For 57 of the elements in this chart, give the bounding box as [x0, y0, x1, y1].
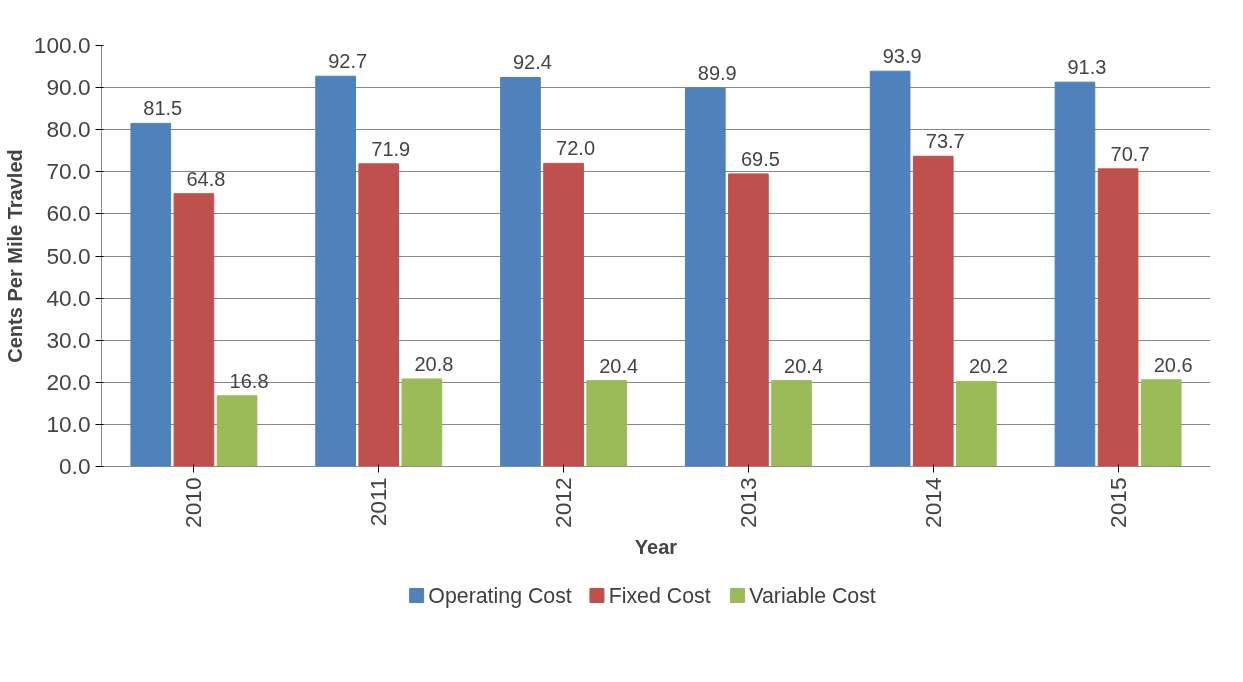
- data-label: 93.9: [882, 45, 922, 68]
- data-label: 92.7: [328, 50, 368, 73]
- x-tick-label: 2013: [734, 477, 761, 528]
- data-label: 73.7: [925, 130, 965, 153]
- data-label: 72.0: [556, 137, 596, 160]
- bar: [543, 162, 584, 467]
- bar: [684, 87, 726, 467]
- data-label: 89.9: [697, 62, 737, 85]
- y-tick-label: 90.0: [46, 74, 91, 101]
- bar: [1097, 168, 1139, 467]
- y-tick-label: 30.0: [46, 326, 91, 353]
- y-tick-label: 50.0: [46, 242, 91, 269]
- y-tick-label: 0.0: [59, 453, 91, 479]
- legend-label: Variable Cost: [749, 583, 876, 608]
- legend-label: Fixed Cost: [608, 583, 711, 608]
- bar: [401, 378, 443, 467]
- bar: [1140, 379, 1182, 467]
- bar: [771, 380, 812, 467]
- data-label: 71.9: [371, 137, 411, 160]
- y-tick-label: 10.0: [46, 410, 91, 437]
- bar: [173, 193, 215, 467]
- data-label: 20.8: [414, 352, 454, 375]
- y-axis-title: Cents Per Mile Travled: [3, 149, 26, 363]
- bar: [912, 155, 954, 467]
- bar: [500, 77, 541, 467]
- data-label: 20.6: [1153, 353, 1193, 376]
- x-tick-label: 2012: [550, 477, 577, 528]
- y-tick-label: 70.0: [46, 158, 91, 185]
- y-tick-label: 100.0: [33, 32, 91, 58]
- x-tick-label: 2015: [1104, 477, 1131, 528]
- x-tick-label: 2014: [919, 477, 946, 528]
- bar: [728, 173, 769, 467]
- x-tick-label: 2011: [365, 477, 392, 527]
- bar: [1054, 81, 1096, 467]
- y-tick-label: 80.0: [46, 116, 91, 143]
- data-label: 64.8: [186, 167, 226, 190]
- data-label: 20.2: [968, 355, 1008, 378]
- data-label: 70.7: [1110, 142, 1150, 165]
- data-label: 20.4: [599, 354, 639, 377]
- bar: [358, 163, 400, 467]
- bar: [869, 70, 911, 467]
- y-tick-label: 60.0: [46, 200, 91, 227]
- x-axis-title: Year: [634, 535, 678, 558]
- bar: [216, 395, 258, 467]
- legend-label: Operating Cost: [428, 583, 572, 608]
- y-tick-label: 20.0: [46, 368, 91, 395]
- data-label: 91.3: [1067, 56, 1107, 79]
- data-label: 69.5: [740, 147, 780, 170]
- data-label: 20.4: [784, 354, 824, 377]
- bar: [130, 122, 172, 467]
- bar: [315, 75, 356, 467]
- y-tick-label: 40.0: [46, 284, 91, 311]
- data-label: 92.4: [512, 51, 552, 74]
- x-tick-label: 2010: [180, 477, 207, 528]
- bar: [586, 380, 628, 467]
- bar: [956, 380, 997, 467]
- data-label: 81.5: [143, 97, 183, 120]
